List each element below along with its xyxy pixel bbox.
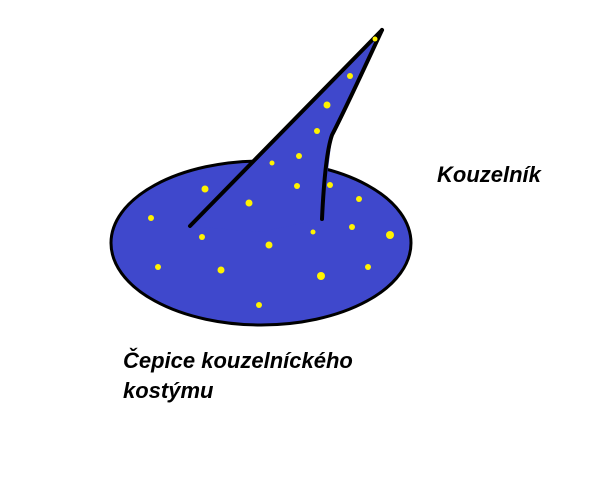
star-dot (386, 231, 394, 239)
star-dot (310, 229, 316, 235)
star-dot (201, 185, 209, 193)
star-dot (317, 272, 325, 280)
star-dot (199, 234, 205, 240)
star-dot (349, 224, 355, 230)
star-dot (256, 302, 262, 308)
star-dot (245, 199, 253, 207)
star-dot (155, 264, 161, 270)
hat-cone-right-edge (320, 28, 384, 221)
star-dot (327, 182, 333, 188)
star-dot (347, 73, 353, 79)
star-dot (356, 196, 362, 202)
caption-line-1: Čepice kouzelníckého (123, 348, 353, 373)
star-dot (365, 264, 371, 270)
star-dot (269, 160, 275, 166)
caption-label: Čepice kouzelníckého kostýmu (123, 346, 353, 406)
title-label: Kouzelník (437, 162, 541, 187)
star-dots (148, 36, 394, 308)
star-dot (265, 241, 273, 249)
star-dot (294, 183, 300, 189)
star-dot (296, 153, 302, 159)
star-dot (323, 101, 331, 109)
star-dot (217, 266, 225, 274)
hat-cone-left-edge (188, 28, 384, 228)
star-dot (148, 215, 154, 221)
star-dot (372, 36, 378, 42)
star-dot (314, 128, 320, 134)
caption-line-2: kostýmu (123, 378, 214, 403)
